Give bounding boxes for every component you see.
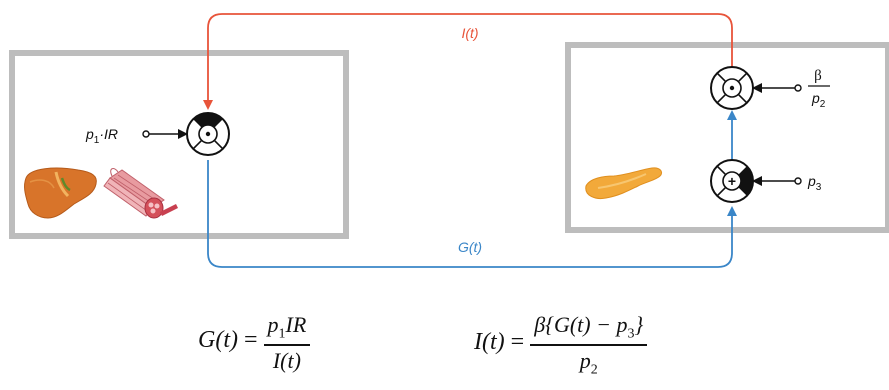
glucose-signal-line — [207, 160, 737, 268]
right-top-input-terminal — [794, 84, 802, 92]
right-top-multiplier-junction — [710, 66, 754, 110]
insulin-signal-line — [203, 13, 733, 110]
glucose-equation-equals: = — [243, 326, 258, 353]
insulin-signal-label: I(t) — [461, 25, 478, 41]
pancreas-box — [565, 42, 889, 233]
glucose-signal-label: G(t) — [458, 239, 482, 255]
peripheral-tissue-box — [9, 50, 349, 239]
muscle-icon — [103, 168, 178, 219]
insulin-equation-numerator: β{G(t) − p3} — [530, 312, 648, 347]
pancreas-icon — [585, 167, 663, 199]
insulin-equation-equals: = — [510, 329, 525, 356]
right-bottom-summing-junction: + — [710, 159, 754, 203]
plus-sign: + — [728, 173, 736, 189]
insulin-equation-lhs: I(t) — [474, 329, 505, 356]
left-input-terminal — [142, 130, 150, 138]
glucose-equation: G(t) = p1IR I(t) — [198, 312, 311, 374]
left-multiplier-junction — [186, 112, 230, 156]
glucose-equation-lhs: G(t) — [198, 326, 238, 353]
liver-icon — [24, 167, 97, 219]
glucose-equation-fraction: p1IR I(t) — [263, 312, 311, 374]
right-bottom-input-terminal — [794, 177, 802, 185]
right-top-input-denominator: p2 — [811, 90, 826, 110]
right-bottom-input-label: p3 — [807, 173, 822, 193]
insulin-equation-fraction: β{G(t) − p3} p2 — [530, 312, 648, 379]
glucose-equation-numerator: p1IR — [263, 312, 311, 347]
insulin-equation: I(t) = β{G(t) − p3} p2 — [474, 312, 648, 379]
glucose-equation-denominator: I(t) — [272, 348, 301, 374]
insulin-equation-denominator: p2 — [579, 348, 598, 378]
right-top-input-numerator: β — [814, 68, 822, 84]
left-input-label: p1·IR — [85, 126, 118, 146]
